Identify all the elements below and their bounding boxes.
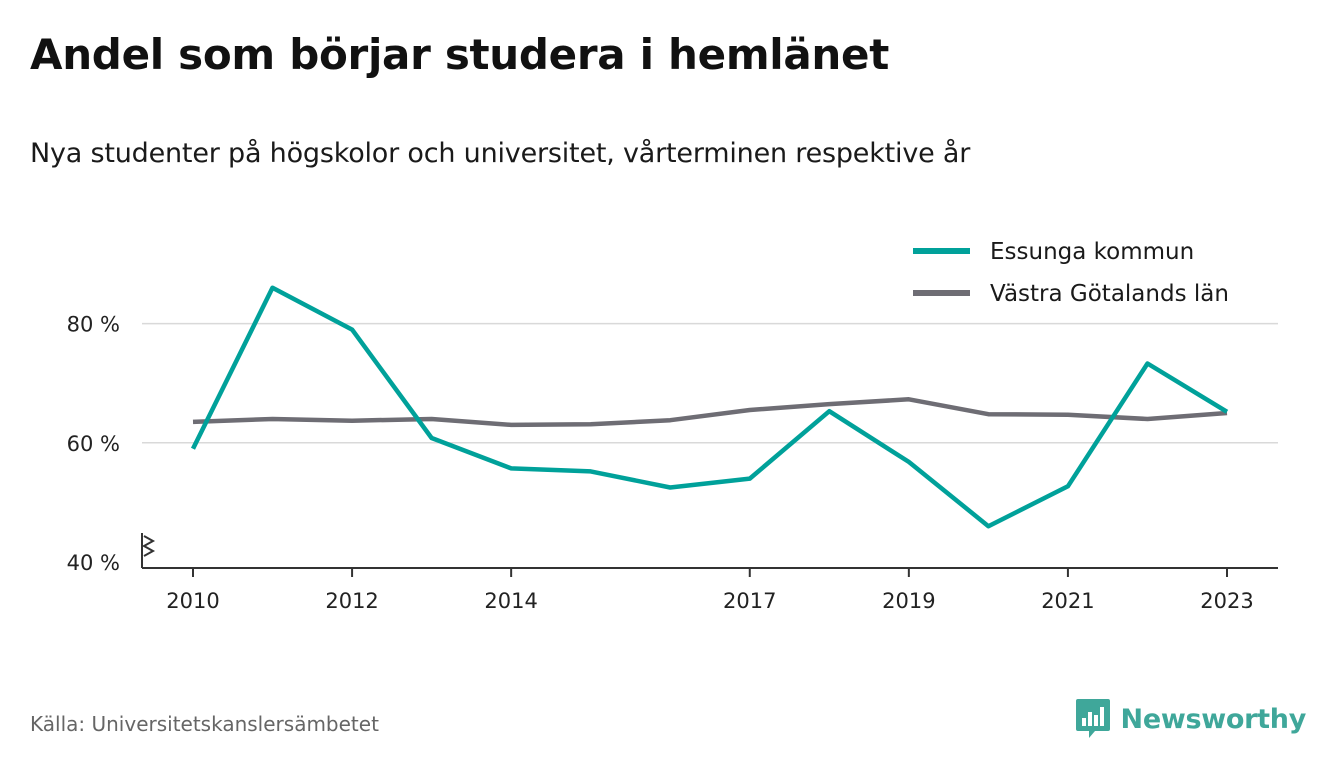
axis-break-icon bbox=[141, 535, 156, 557]
x-tick-label: 2012 bbox=[325, 589, 378, 613]
chart-title: Andel som börjar studera i hemlänet bbox=[30, 30, 889, 79]
brand-name: Newsworthy bbox=[1120, 703, 1307, 735]
newsworthy-logo: Newsworthy bbox=[1075, 698, 1306, 740]
newsworthy-icon bbox=[1075, 699, 1110, 738]
legend: Essunga kommun Västra Götalands län bbox=[913, 239, 1229, 307]
x-tick-label: 2023 bbox=[1200, 589, 1253, 613]
x-tick-label: 2021 bbox=[1041, 589, 1094, 613]
legend-label: Essunga kommun bbox=[990, 239, 1194, 265]
y-tick-label: 80 % bbox=[67, 313, 120, 337]
y-tick-label: 40 % bbox=[67, 551, 120, 575]
y-tick-label: 60 % bbox=[67, 432, 120, 456]
x-tick-label: 2017 bbox=[723, 589, 776, 613]
x-tick-label: 2014 bbox=[484, 589, 537, 613]
axes: 40 % 60 % 80 % 2010 2012 2014 2017 2019 2021 2023 bbox=[67, 313, 1278, 613]
grid-lines bbox=[142, 322, 1278, 444]
source-note: Källa: Universitetskanslersämbetet bbox=[30, 712, 379, 736]
x-tick-label: 2010 bbox=[166, 589, 219, 613]
series-lines bbox=[190, 285, 1229, 529]
series-line-2 bbox=[192, 397, 1228, 428]
series-line-1 bbox=[190, 285, 1229, 529]
x-tick-label: 2019 bbox=[882, 589, 935, 613]
chart-subtitle: Nya studenter på högskolor och universit… bbox=[30, 138, 971, 169]
legend-label: Västra Götalands län bbox=[990, 281, 1229, 307]
